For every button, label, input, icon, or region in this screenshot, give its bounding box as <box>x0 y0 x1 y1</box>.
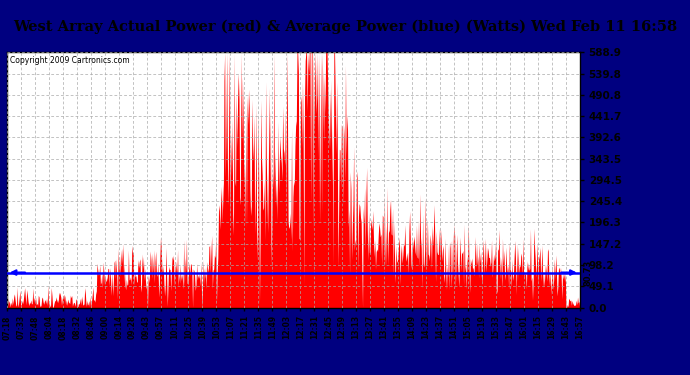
Text: 80.73: 80.73 <box>584 260 593 286</box>
Text: West Array Actual Power (red) & Average Power (blue) (Watts) Wed Feb 11 16:58: West Array Actual Power (red) & Average … <box>13 20 677 34</box>
Text: Copyright 2009 Cartronics.com: Copyright 2009 Cartronics.com <box>10 56 130 65</box>
Text: 80.73: 80.73 <box>0 260 3 286</box>
